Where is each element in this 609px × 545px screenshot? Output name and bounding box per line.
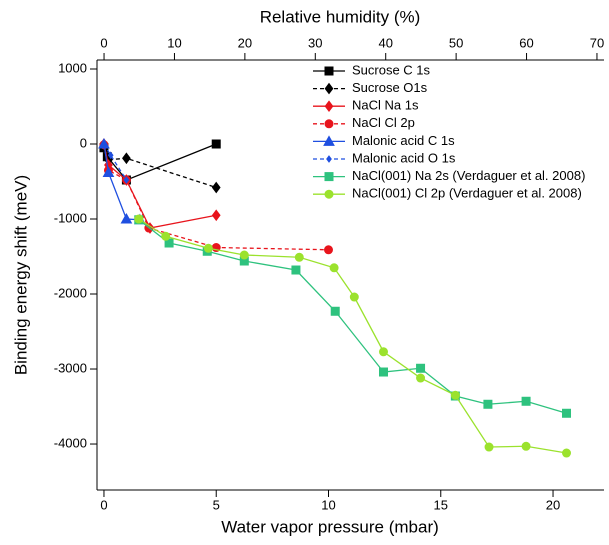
marker: [379, 347, 389, 357]
marker: [323, 245, 333, 255]
y-tick-label: -4000: [54, 435, 87, 450]
series-line: [103, 144, 329, 251]
series-line: [103, 146, 217, 189]
marker: [329, 263, 339, 273]
marker: [483, 399, 493, 409]
marker: [120, 212, 133, 224]
marker: [416, 363, 426, 373]
marker: [134, 214, 144, 224]
x-tick-label: 10: [321, 497, 335, 512]
marker: [450, 390, 460, 400]
x2-axis-label: Relative humidity (%): [260, 7, 421, 26]
legend-marker: [323, 135, 335, 146]
legend-label: NaCl Cl 2p: [352, 115, 415, 130]
marker: [123, 176, 130, 184]
legend-label: Sucrose C 1s: [352, 62, 431, 77]
y-tick-label: 1000: [58, 60, 87, 75]
marker: [562, 408, 572, 418]
legend-label: Malonic acid C 1s: [352, 133, 455, 148]
marker: [107, 151, 114, 160]
marker: [484, 442, 494, 452]
legend-label: NaCl Na 1s: [352, 98, 419, 113]
x2-tick-label: 70: [590, 35, 604, 50]
legend-label: NaCl(001) Na 2s (Verdaguer et al. 2008): [352, 168, 585, 183]
x-tick-label: 5: [213, 497, 220, 512]
marker: [102, 166, 115, 178]
y-tick-label: -1000: [54, 210, 87, 225]
marker: [562, 448, 572, 458]
marker: [122, 152, 131, 165]
marker: [161, 231, 171, 241]
marker: [203, 243, 213, 253]
x2-tick-label: 60: [519, 35, 533, 50]
legend-marker: [326, 155, 332, 163]
marker: [291, 265, 301, 275]
legend-marker: [324, 119, 334, 129]
marker: [239, 250, 249, 260]
x2-tick-label: 30: [308, 35, 322, 50]
series-line: [138, 219, 567, 414]
legend-label: Sucrose O1s: [352, 80, 428, 95]
y-tick-label: 0: [80, 135, 87, 150]
x2-tick-label: 0: [100, 35, 107, 50]
legend-marker: [324, 100, 334, 113]
marker: [101, 140, 107, 148]
x2-tick-label: 20: [238, 35, 252, 50]
x-axis-label: Water vapor pressure (mbar): [221, 517, 439, 536]
marker: [416, 373, 426, 383]
legend-marker: [324, 66, 334, 76]
series-line: [103, 143, 217, 229]
legend-marker: [324, 82, 334, 95]
legend-marker: [324, 189, 334, 199]
x-tick-label: 0: [100, 497, 107, 512]
marker: [294, 252, 304, 262]
marker: [521, 396, 531, 406]
legend-label: NaCl(001) Cl 2p (Verdaguer et al. 2008): [352, 186, 582, 201]
legend-marker: [324, 172, 334, 182]
y-axis-label: Binding energy shift (meV): [11, 175, 30, 375]
marker: [330, 306, 340, 316]
x-tick-label: 15: [434, 497, 448, 512]
marker: [521, 441, 531, 451]
x2-tick-label: 50: [449, 35, 463, 50]
marker: [349, 292, 359, 302]
x2-tick-label: 40: [378, 35, 392, 50]
legend-label: Malonic acid O 1s: [352, 150, 456, 165]
series-line: [103, 143, 140, 221]
marker: [211, 181, 221, 194]
x2-tick-label: 10: [167, 35, 181, 50]
x-tick-label: 20: [546, 497, 560, 512]
marker: [211, 209, 221, 222]
marker: [211, 139, 221, 149]
marker: [379, 367, 389, 377]
y-tick-label: -3000: [54, 360, 87, 375]
y-tick-label: -2000: [54, 285, 87, 300]
